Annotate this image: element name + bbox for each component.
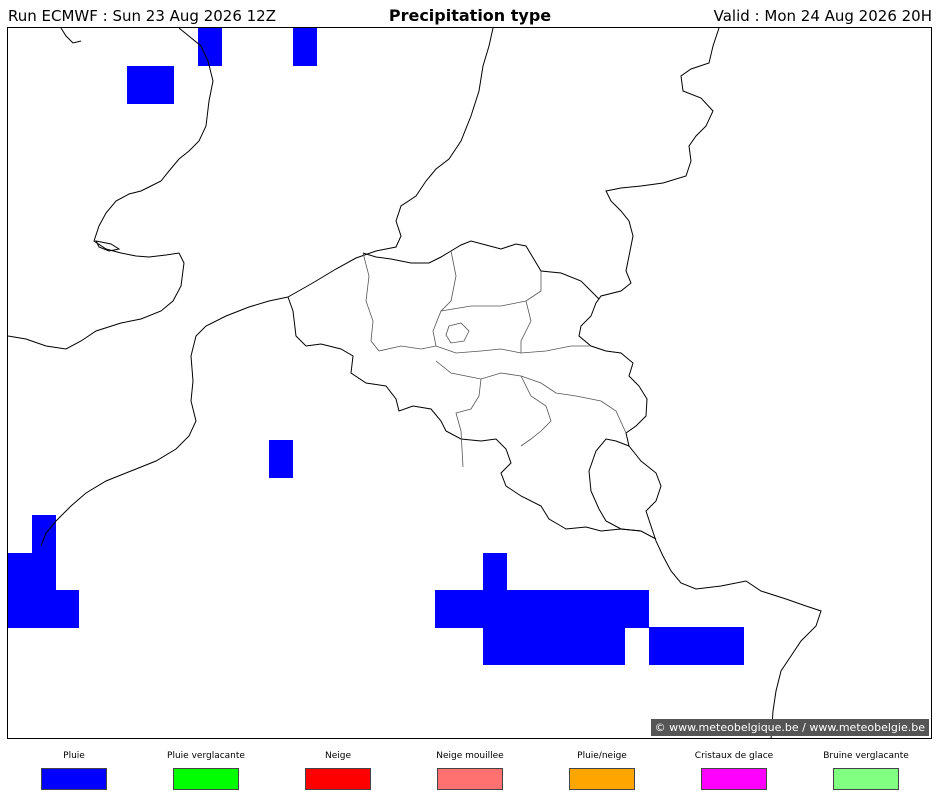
rain-cell — [127, 66, 174, 104]
legend-swatch — [41, 768, 107, 790]
rain-cell — [32, 515, 56, 553]
borders — [8, 28, 822, 738]
province-border — [520, 375, 552, 447]
legend-item-pluie-verglacante: Pluie verglacante — [151, 750, 261, 790]
legend-label: Neige mouillee — [436, 751, 504, 761]
run-info: Run ECMWF : Sun 23 Aug 2026 12Z — [8, 7, 276, 25]
rain-cell — [8, 553, 56, 591]
rain-cell — [649, 627, 744, 665]
legend-item-pluie-neige: Pluie/neige — [547, 750, 657, 790]
nl-de-border — [578, 28, 720, 352]
province-border — [440, 271, 542, 312]
valid-time: Valid : Mon 24 Aug 2026 20H — [713, 7, 932, 25]
legend: Pluie Pluie verglacante Neige Neige moui… — [0, 750, 940, 800]
legend-label: Cristaux de glace — [694, 751, 774, 761]
legend-swatch — [437, 768, 503, 790]
map-title: Precipitation type — [388, 6, 552, 25]
legend-item-neige-mouillee: Neige mouillee — [415, 750, 525, 790]
province-border — [435, 360, 627, 434]
rain-cell — [483, 553, 507, 591]
rain-cells — [8, 28, 744, 665]
provinces — [362, 250, 627, 468]
legend-label: Pluie/neige — [577, 751, 627, 761]
legend-label: Bruine verglacante — [823, 751, 909, 761]
province-border — [520, 300, 532, 353]
rain-cell — [435, 590, 649, 628]
rain-cell — [293, 28, 317, 66]
legend-swatch — [569, 768, 635, 790]
rain-cell — [8, 590, 79, 628]
legend-label: Pluie — [63, 751, 85, 761]
legend-label: Neige — [324, 751, 352, 761]
legend-item-pluie: Pluie — [19, 750, 129, 790]
legend-item-cristaux-de-glace: Cristaux de glace — [679, 750, 789, 790]
legend-item-neige: Neige — [283, 750, 393, 790]
thames-estuary — [95, 240, 121, 252]
legend-swatch — [305, 768, 371, 790]
province-border — [378, 345, 591, 354]
france-coast — [40, 296, 289, 547]
map-canvas — [8, 28, 822, 738]
england-coast — [8, 28, 214, 350]
legend-label: Pluie verglacante — [167, 751, 245, 761]
coast-nw — [60, 28, 82, 44]
luxembourg — [588, 438, 642, 532]
be-de-border — [605, 350, 822, 738]
be-nl-border — [362, 240, 600, 300]
rain-cell — [269, 440, 293, 478]
rain-cell — [483, 627, 625, 665]
netherlands-coast — [287, 28, 494, 298]
legend-swatch — [173, 768, 239, 790]
province-border — [432, 250, 457, 347]
province-border — [455, 378, 482, 468]
be-fr-border — [287, 296, 657, 540]
province-border — [362, 252, 380, 352]
map-credit: © www.meteobelgique.be / www.meteobelgie… — [650, 719, 929, 736]
precipitation-map: © www.meteobelgique.be / www.meteobelgie… — [7, 27, 932, 739]
brussels — [445, 322, 470, 344]
legend-swatch — [701, 768, 767, 790]
legend-item-bruine-verglacante: Bruine verglacante — [811, 750, 921, 790]
legend-swatch — [833, 768, 899, 790]
